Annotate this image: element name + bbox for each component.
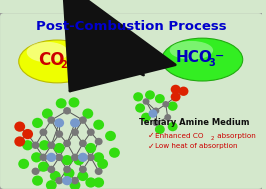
Text: ✓: ✓ bbox=[148, 142, 154, 151]
Circle shape bbox=[79, 116, 87, 124]
Circle shape bbox=[47, 116, 55, 124]
Circle shape bbox=[178, 87, 188, 96]
Circle shape bbox=[62, 176, 72, 185]
Circle shape bbox=[56, 98, 66, 108]
Circle shape bbox=[171, 92, 181, 101]
Circle shape bbox=[32, 142, 39, 149]
Circle shape bbox=[143, 98, 149, 105]
Circle shape bbox=[32, 176, 43, 186]
Circle shape bbox=[95, 138, 103, 145]
Circle shape bbox=[55, 154, 63, 161]
Circle shape bbox=[71, 177, 79, 184]
Circle shape bbox=[70, 180, 80, 189]
Circle shape bbox=[18, 159, 29, 169]
Circle shape bbox=[85, 177, 96, 188]
Text: HCO: HCO bbox=[176, 50, 213, 65]
Circle shape bbox=[171, 85, 181, 94]
Circle shape bbox=[46, 153, 56, 162]
Text: 2: 2 bbox=[60, 60, 66, 70]
Circle shape bbox=[148, 109, 157, 118]
Circle shape bbox=[93, 120, 104, 130]
Ellipse shape bbox=[19, 40, 96, 83]
Circle shape bbox=[71, 154, 79, 161]
Circle shape bbox=[14, 136, 25, 147]
Circle shape bbox=[141, 113, 151, 122]
Circle shape bbox=[82, 108, 93, 119]
Circle shape bbox=[79, 166, 87, 173]
Circle shape bbox=[95, 168, 103, 175]
Circle shape bbox=[168, 122, 178, 131]
Text: Enhanced CO: Enhanced CO bbox=[155, 133, 203, 139]
Circle shape bbox=[93, 177, 104, 188]
Circle shape bbox=[55, 177, 63, 184]
Circle shape bbox=[32, 168, 39, 175]
Circle shape bbox=[63, 107, 71, 115]
Circle shape bbox=[42, 108, 53, 119]
Text: Tertiary Amine Medium: Tertiary Amine Medium bbox=[139, 118, 250, 127]
Text: CO: CO bbox=[38, 51, 65, 69]
Circle shape bbox=[133, 92, 143, 101]
Circle shape bbox=[14, 122, 25, 132]
Ellipse shape bbox=[170, 41, 213, 60]
Circle shape bbox=[105, 131, 116, 141]
Circle shape bbox=[152, 108, 159, 114]
Circle shape bbox=[54, 118, 64, 128]
Circle shape bbox=[54, 143, 65, 153]
Circle shape bbox=[152, 120, 159, 126]
Circle shape bbox=[63, 166, 71, 173]
Circle shape bbox=[70, 118, 80, 128]
Circle shape bbox=[85, 143, 96, 153]
Circle shape bbox=[69, 97, 80, 108]
Circle shape bbox=[87, 129, 95, 136]
FancyArrowPatch shape bbox=[101, 50, 160, 69]
Text: 3: 3 bbox=[209, 58, 215, 68]
Circle shape bbox=[145, 90, 155, 100]
Circle shape bbox=[55, 130, 63, 138]
Circle shape bbox=[63, 140, 71, 147]
Circle shape bbox=[47, 142, 55, 149]
Text: Low heat of absorption: Low heat of absorption bbox=[155, 143, 237, 149]
Circle shape bbox=[135, 103, 145, 113]
Circle shape bbox=[47, 166, 55, 173]
Circle shape bbox=[39, 140, 50, 150]
Circle shape bbox=[73, 155, 84, 165]
Circle shape bbox=[31, 152, 42, 163]
Circle shape bbox=[64, 168, 74, 178]
Circle shape bbox=[62, 155, 73, 165]
Circle shape bbox=[79, 140, 87, 147]
Circle shape bbox=[97, 159, 108, 169]
Circle shape bbox=[32, 118, 43, 128]
Circle shape bbox=[109, 148, 120, 158]
Text: ✓: ✓ bbox=[148, 131, 154, 140]
Circle shape bbox=[22, 129, 33, 139]
Circle shape bbox=[78, 153, 88, 162]
Circle shape bbox=[77, 171, 88, 181]
Text: Post-Combustion Process: Post-Combustion Process bbox=[36, 20, 227, 33]
Ellipse shape bbox=[27, 42, 68, 62]
Circle shape bbox=[50, 171, 61, 181]
Circle shape bbox=[164, 114, 171, 121]
Circle shape bbox=[155, 94, 165, 103]
FancyBboxPatch shape bbox=[0, 12, 263, 189]
Circle shape bbox=[39, 154, 47, 161]
Circle shape bbox=[22, 140, 33, 150]
Ellipse shape bbox=[162, 38, 243, 81]
Circle shape bbox=[46, 180, 57, 189]
Circle shape bbox=[39, 129, 47, 136]
Circle shape bbox=[93, 152, 104, 163]
Circle shape bbox=[71, 129, 79, 136]
Text: absorption: absorption bbox=[215, 133, 256, 139]
Circle shape bbox=[38, 162, 49, 172]
Text: −: − bbox=[214, 51, 224, 61]
Text: 2: 2 bbox=[211, 136, 215, 141]
Circle shape bbox=[162, 101, 169, 108]
Circle shape bbox=[155, 125, 165, 134]
Circle shape bbox=[87, 154, 95, 161]
Circle shape bbox=[168, 101, 178, 111]
